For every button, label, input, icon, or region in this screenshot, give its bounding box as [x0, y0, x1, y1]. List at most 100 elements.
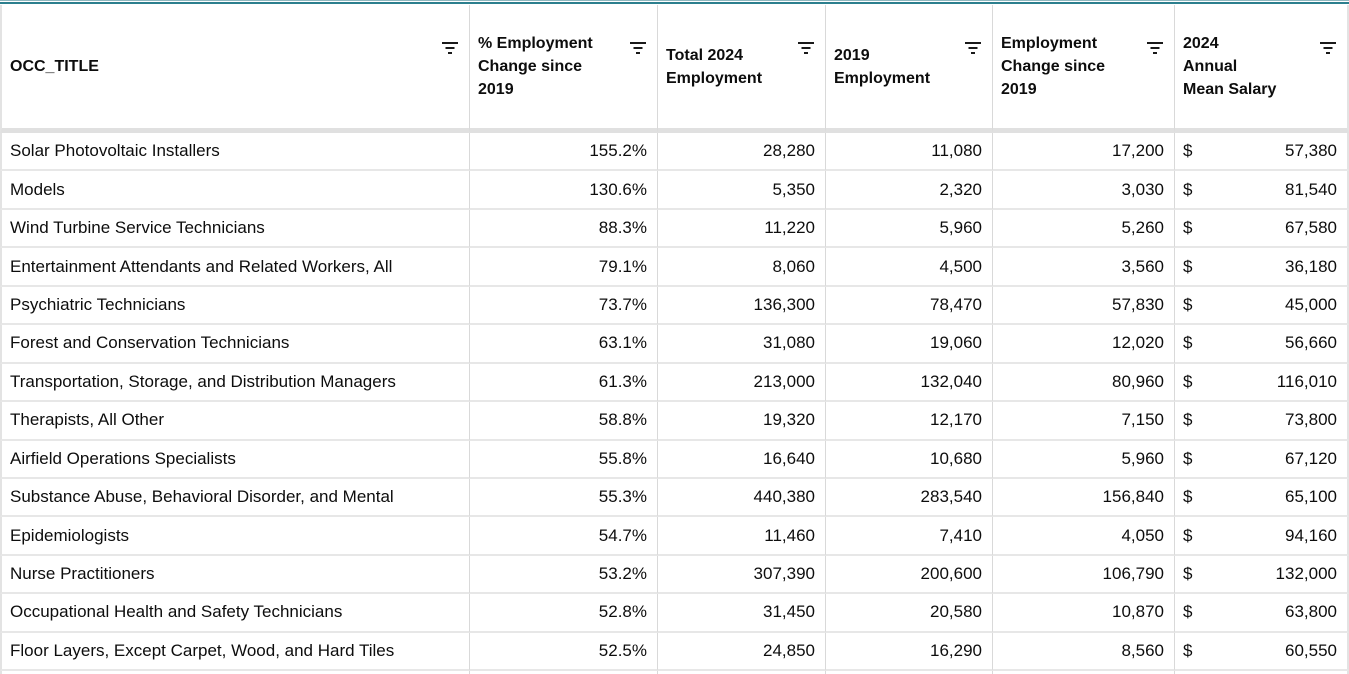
column-header-occ-title[interactable]: OCC_TITLE [0, 5, 470, 133]
column-header-label: OCC_TITLE [10, 58, 99, 75]
cell-pct-employment-change: 61.3% [470, 363, 658, 403]
cell-employment-change: 4,050 [993, 517, 1175, 556]
cell-total-2024-employment: 8,060 [658, 248, 826, 287]
filter-list-icon[interactable] [1318, 17, 1338, 54]
cell-2019-employment: 4,500 [826, 248, 993, 287]
cell-2019-employment: 5,960 [826, 209, 993, 249]
cell-occ-title: Entertainment Attendants and Related Wor… [0, 248, 470, 287]
table-row[interactable]: Wind Turbine Service Technicians 88.3% 1… [0, 209, 1349, 249]
table-row[interactable]: Airfield Operations Specialists 55.8% 16… [0, 440, 1349, 479]
column-header-pct-employment-change[interactable]: % Employment Change since 2019 [470, 5, 658, 133]
salary-value: 116,010 [1276, 371, 1337, 391]
cell-2024-annual-mean-salary: $ 65,100 [1175, 478, 1349, 518]
cell-2024-annual-mean-salary: $ 67,580 [1175, 209, 1349, 249]
cell-total-2024-employment: 31,450 [658, 594, 826, 633]
column-header-label: Employment Change since 2019 [1001, 35, 1106, 98]
column-header-2019-employment[interactable]: 2019 Employment [826, 5, 993, 133]
table-row[interactable]: Transportation, Storage, and Distributio… [0, 363, 1349, 403]
table-row[interactable]: Substance Abuse, Behavioral Disorder, an… [0, 478, 1349, 518]
cell-2019-employment: 7,410 [826, 517, 993, 556]
filter-list-icon[interactable] [628, 17, 648, 54]
cell-2024-annual-mean-salary: $ 36,180 [1175, 248, 1349, 287]
cell-2024-annual-mean-salary: $ 57,380 [1175, 133, 1349, 172]
cell-2024-annual-mean-salary: $ 116,010 [1175, 363, 1349, 403]
table-row[interactable]: Models 130.6% 5,350 2,320 3,030 $ 81,540 [0, 171, 1349, 210]
cell-employment-change: 8,560 [993, 632, 1175, 672]
currency-symbol: $ [1183, 256, 1193, 276]
cell-employment-change: 5,260 [993, 209, 1175, 249]
salary-value: 36,180 [1285, 256, 1337, 276]
cell-2019-employment: 283,540 [826, 478, 993, 518]
table-row[interactable]: Entertainment Attendants and Related Wor… [0, 248, 1349, 287]
cell-total-2024-employment: 136,300 [658, 286, 826, 326]
table-row[interactable]: Nurse Practitioners 53.2% 307,390 200,60… [0, 555, 1349, 595]
cell-2019-employment: 16,290 [826, 632, 993, 672]
cell-occ-title: Transportation, Storage, and Distributio… [0, 363, 470, 403]
table-row[interactable]: Epidemiologists 54.7% 11,460 7,410 4,050… [0, 517, 1349, 556]
filter-list-icon[interactable] [440, 17, 460, 54]
cell-employment-change: 80,960 [993, 363, 1175, 403]
table-row[interactable]: Floor Layers, Except Carpet, Wood, and H… [0, 632, 1349, 672]
filter-list-icon[interactable] [1145, 17, 1165, 54]
salary-value: 94,160 [1285, 525, 1337, 545]
salary-value: 56,660 [1285, 333, 1337, 353]
cell-2024-annual-mean-salary: $ 81,540 [1175, 171, 1349, 210]
cell-2024-annual-mean-salary: $ 56,660 [1175, 325, 1349, 364]
cell-2024-annual-mean-salary: $ 160,930 [1175, 671, 1349, 674]
cell-pct-employment-change: 63.1% [470, 325, 658, 364]
cell-occ-title: Epidemiologists [0, 517, 470, 556]
cell-occ-title: Models [0, 171, 470, 210]
cell-2024-annual-mean-salary: $ 45,000 [1175, 286, 1349, 326]
table-row[interactable]: Therapists, All Other 58.8% 19,320 12,17… [0, 402, 1349, 441]
occupation-data-table: OCC_TITLE % Employment Change since 2019… [0, 5, 1349, 674]
cell-total-2024-employment: 28,280 [658, 133, 826, 172]
cell-pct-employment-change: 130.6% [470, 171, 658, 210]
cell-employment-change: 5,960 [993, 440, 1175, 479]
cell-total-2024-employment: 11,220 [658, 209, 826, 249]
cell-2019-employment: 11,080 [826, 133, 993, 172]
cell-total-2024-employment: 440,380 [658, 478, 826, 518]
salary-value: 57,380 [1285, 141, 1337, 161]
salary-value: 81,540 [1285, 179, 1337, 199]
filter-list-icon[interactable] [963, 17, 983, 54]
cell-employment-change: 10,870 [993, 594, 1175, 633]
cell-pct-employment-change: 55.8% [470, 440, 658, 479]
salary-value: 65,100 [1285, 487, 1337, 507]
cell-pct-employment-change: 53.2% [470, 555, 658, 595]
cell-pct-employment-change: 54.7% [470, 517, 658, 556]
cell-2019-employment: 2,320 [826, 171, 993, 210]
cell-2024-annual-mean-salary: $ 63,800 [1175, 594, 1349, 633]
cell-employment-change: 156,840 [993, 478, 1175, 518]
cell-employment-change: 57,830 [993, 286, 1175, 326]
cell-2024-annual-mean-salary: $ 73,800 [1175, 402, 1349, 441]
cell-total-2024-employment: 16,640 [658, 440, 826, 479]
column-header-2024-annual-mean-salary[interactable]: 2024 Annual Mean Salary [1175, 5, 1349, 133]
table-row[interactable]: Sales Managers 50.0% 603,710 402,600 201… [0, 671, 1349, 674]
table-row[interactable]: Occupational Health and Safety Technicia… [0, 594, 1349, 633]
cell-pct-employment-change: 50.0% [470, 671, 658, 674]
column-header-total-2024-employment[interactable]: Total 2024 Employment [658, 5, 826, 133]
filter-list-icon[interactable] [796, 17, 816, 54]
cell-employment-change: 7,150 [993, 402, 1175, 441]
cell-pct-employment-change: 52.5% [470, 632, 658, 672]
currency-symbol: $ [1183, 141, 1193, 161]
table-row[interactable]: Forest and Conservation Technicians 63.1… [0, 325, 1349, 364]
salary-value: 67,580 [1285, 218, 1337, 238]
salary-value: 132,000 [1275, 564, 1337, 584]
table-row[interactable]: Psychiatric Technicians 73.7% 136,300 78… [0, 286, 1349, 326]
cell-pct-employment-change: 79.1% [470, 248, 658, 287]
cell-employment-change: 201,110 [993, 671, 1175, 674]
cell-total-2024-employment: 5,350 [658, 171, 826, 210]
currency-symbol: $ [1183, 333, 1193, 353]
currency-symbol: $ [1183, 564, 1193, 584]
currency-symbol: $ [1183, 448, 1193, 468]
table-header-row: OCC_TITLE % Employment Change since 2019… [0, 5, 1349, 133]
cell-occ-title: Psychiatric Technicians [0, 286, 470, 326]
cell-occ-title: Floor Layers, Except Carpet, Wood, and H… [0, 632, 470, 672]
table-row[interactable]: Solar Photovoltaic Installers 155.2% 28,… [0, 133, 1349, 172]
cell-pct-employment-change: 88.3% [470, 209, 658, 249]
column-header-employment-change[interactable]: Employment Change since 2019 [993, 5, 1175, 133]
currency-symbol: $ [1183, 179, 1193, 199]
cell-occ-title: Occupational Health and Safety Technicia… [0, 594, 470, 633]
cell-occ-title: Substance Abuse, Behavioral Disorder, an… [0, 478, 470, 518]
